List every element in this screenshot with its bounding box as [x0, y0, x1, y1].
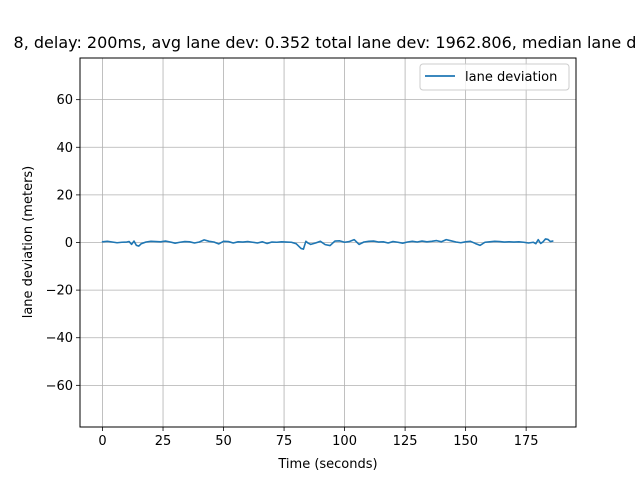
ticks: 0 25 50 75 100 125 150 175 −60 −40 −20 0 20 40 60 — [46, 93, 539, 449]
legend-box — [419, 63, 570, 91]
x-tick-label: 50 — [215, 434, 232, 449]
series-layer — [101, 238, 554, 250]
y-tick-label: 20 — [56, 188, 73, 203]
y-tick-label: −60 — [46, 379, 73, 394]
x-tick-label: 125 — [393, 434, 418, 449]
x-tick-label: 150 — [453, 434, 478, 449]
x-tick-label: 175 — [514, 434, 539, 449]
x-axis-label: Time (seconds) — [277, 457, 377, 472]
y-tick-label: −20 — [46, 284, 73, 299]
legend: lane deviation — [419, 63, 570, 91]
y-tick-label: 60 — [56, 93, 73, 108]
y-tick-label: 40 — [56, 141, 73, 156]
legend-label: lane deviation — [465, 70, 557, 85]
y-tick-label: 0 — [65, 236, 73, 251]
x-tick-label: 100 — [332, 434, 357, 449]
y-tick-label: −40 — [46, 331, 73, 346]
x-tick-label: 0 — [98, 434, 106, 449]
series-line-lane-deviation — [101, 238, 554, 250]
x-tick-label: 25 — [155, 434, 172, 449]
x-tick-label: 75 — [276, 434, 293, 449]
chart-title: 8, delay: 200ms, avg lane dev: 0.352 tot… — [14, 33, 637, 52]
y-axis-label: lane deviation (meters) — [21, 166, 36, 319]
